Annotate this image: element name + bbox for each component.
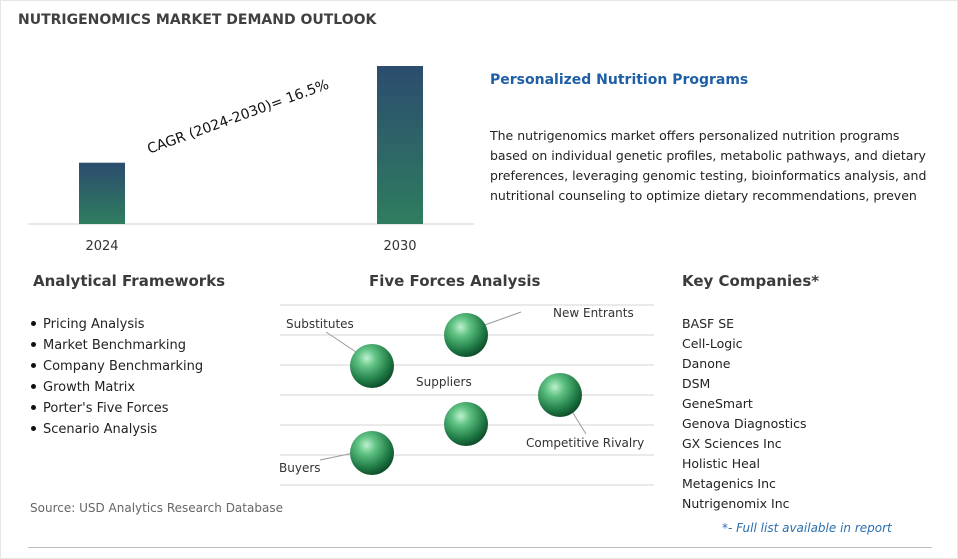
- list-item-label: Company Benchmarking: [43, 359, 204, 374]
- bullet-icon: [31, 342, 36, 347]
- competitive-rivalry-label: Competitive Rivalry: [526, 436, 644, 450]
- bullet-icon: [31, 321, 36, 326]
- description-line: nutritional counseling to optimize dieta…: [490, 188, 917, 203]
- company-item: Holistic Heal: [682, 456, 760, 471]
- company-item: BASF SE: [682, 316, 735, 331]
- list-item-label: Pricing Analysis: [43, 317, 145, 332]
- company-item: Danone: [682, 356, 731, 371]
- bullet-icon: [31, 405, 36, 410]
- x-tick-label: 2024: [85, 239, 118, 254]
- new-entrants-label: New Entrants: [553, 306, 634, 320]
- new-entrants-sphere: [444, 313, 488, 357]
- list-item-label: Scenario Analysis: [43, 422, 158, 437]
- page-title: NUTRIGENOMICS MARKET DEMAND OUTLOOK: [18, 12, 377, 28]
- bar-chart: 2024 2030: [28, 66, 474, 254]
- description-title: Personalized Nutrition Programs: [490, 72, 749, 88]
- list-item: Porter's Five Forces: [28, 398, 203, 419]
- source-text: Source: USD Analytics Research Database: [30, 501, 283, 515]
- company-item: GX Sciences Inc: [682, 436, 782, 451]
- suppliers-label: Suppliers: [416, 375, 472, 389]
- bullet-icon: [31, 426, 36, 431]
- list-item-label: Market Benchmarking: [43, 338, 186, 353]
- companies-note: *- Full list available in report: [722, 521, 892, 535]
- bullet-icon: [31, 363, 36, 368]
- company-item: GeneSmart: [682, 396, 753, 411]
- five-forces-title: Five Forces Analysis: [369, 272, 541, 290]
- footer-divider: [28, 547, 932, 548]
- list-item: Company Benchmarking: [28, 356, 203, 377]
- description-line: preferences, leveraging genomic testing,…: [490, 168, 927, 183]
- buyers-label: Buyers: [279, 461, 321, 475]
- list-item: Market Benchmarking: [28, 335, 203, 356]
- list-item: Growth Matrix: [28, 377, 203, 398]
- company-item: Cell-Logic: [682, 336, 743, 351]
- description-text: The nutrigenomics market offers personal…: [490, 126, 930, 206]
- x-tick-label: 2030: [383, 239, 416, 254]
- description-line: The nutrigenomics market offers personal…: [490, 128, 900, 143]
- company-item: Nutrigenomix Inc: [682, 496, 790, 511]
- company-item: Metagenics Inc: [682, 476, 776, 491]
- companies-list: BASF SE Cell-Logic Danone DSM GeneSmart …: [682, 314, 807, 514]
- list-item: Scenario Analysis: [28, 419, 203, 440]
- list-item: Pricing Analysis: [28, 314, 203, 335]
- list-item-label: Growth Matrix: [43, 380, 136, 395]
- company-item: Genova Diagnostics: [682, 416, 807, 431]
- suppliers-sphere: [444, 402, 488, 446]
- competitive-rivalry-sphere: [538, 373, 582, 417]
- bullet-icon: [31, 384, 36, 389]
- list-item-label: Porter's Five Forces: [43, 401, 169, 416]
- bar-2030: [377, 66, 423, 224]
- bar-2024: [79, 162, 125, 224]
- companies-title: Key Companies*: [682, 272, 820, 290]
- substitutes-sphere: [350, 344, 394, 388]
- company-item: DSM: [682, 376, 711, 391]
- frameworks-list: Pricing Analysis Market Benchmarking Com…: [28, 314, 203, 440]
- frameworks-title: Analytical Frameworks: [33, 272, 226, 290]
- description-line: based on individual genetic profiles, me…: [490, 148, 926, 163]
- five-forces-diagram: Substitutes New Entrants Suppliers Compe…: [279, 304, 654, 486]
- substitutes-label: Substitutes: [286, 317, 354, 331]
- buyers-sphere: [350, 431, 394, 475]
